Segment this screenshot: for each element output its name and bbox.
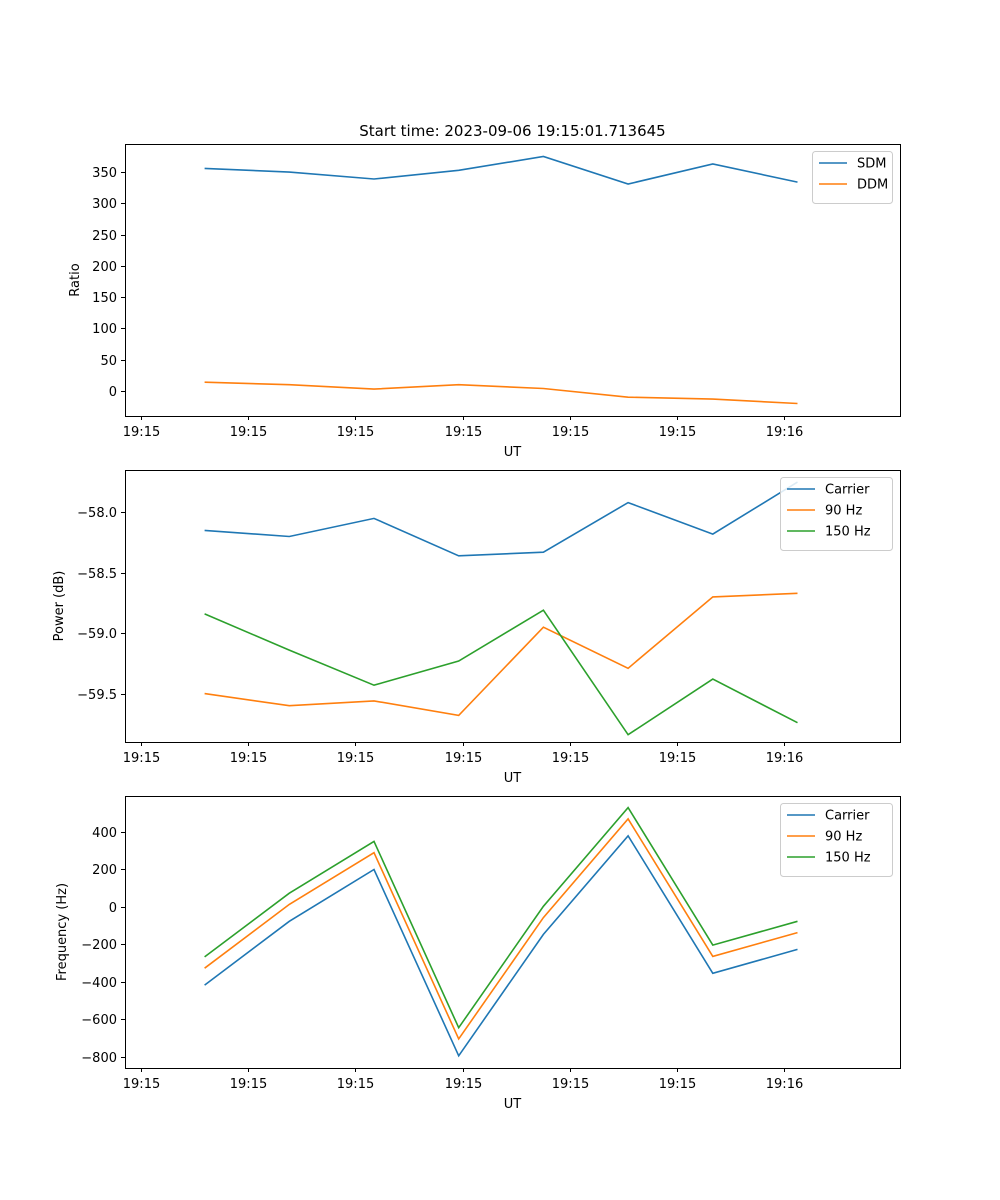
legend-box [812, 151, 893, 204]
x-axis-label: UT [504, 771, 522, 786]
y-tick-label: 150 [92, 291, 117, 306]
series-line-150-hz [204, 609, 798, 736]
power-chart: 19:15 19:15 19:15 19:15 19:15 19:15 19:16 −59.… [52, 470, 901, 786]
x-tick-label: 19:15 [123, 1077, 160, 1092]
y-tick-label: −58.5 [77, 567, 117, 582]
y-tick-label: −59.0 [77, 627, 117, 642]
series-line-carrier [204, 834, 798, 1058]
y-tick-label: 100 [92, 322, 117, 337]
x-tick-label: 19:15 [337, 425, 374, 440]
y-tick-label: 350 [92, 166, 117, 181]
y-axis: −800 −600 −400 −200 0 200 400 [81, 826, 125, 1066]
plot-frame [125, 796, 901, 1069]
x-tick-label: 19:15 [123, 751, 160, 766]
y-tick-label: −200 [81, 938, 117, 953]
y-tick-label: 250 [92, 229, 117, 244]
legend: Carrier 90 Hz 150 Hz [780, 477, 893, 551]
y-axis: 0 50 100 150 200 250 300 350 [92, 166, 125, 400]
x-tick-label: 19:15 [230, 425, 267, 440]
x-tick-label: 19:15 [552, 425, 589, 440]
x-tick-label: 19:15 [552, 1077, 589, 1092]
x-tick-label: 19:15 [552, 751, 589, 766]
plot-frame [125, 470, 901, 743]
x-axis: 19:15 19:15 19:15 19:15 19:15 19:15 19:16 [123, 1068, 803, 1092]
series-line-sdm [204, 155, 798, 185]
x-tick-label: 19:15 [337, 751, 374, 766]
x-tick-label: 19:15 [659, 751, 696, 766]
x-axis-label: UT [504, 1097, 522, 1112]
x-tick-label: 19:15 [230, 751, 267, 766]
y-axis-label: Power (dB) [52, 571, 67, 642]
x-tick-label: 19:15 [445, 425, 482, 440]
y-axis: −59.5 −59.0 −58.5 −58.0 [77, 506, 125, 703]
series-lines [204, 481, 798, 736]
ratio-chart: Start time: 2023-09-06 19:15:01.713645 1… [68, 122, 901, 460]
y-tick-label: −400 [81, 976, 117, 991]
y-tick-label: −800 [81, 1051, 117, 1066]
legend-box [780, 477, 893, 551]
legend-label-150-hz: 150 Hz [825, 525, 871, 540]
x-tick-label: 19:15 [659, 425, 696, 440]
x-tick-label: 19:15 [230, 1077, 267, 1092]
x-tick-label: 19:16 [766, 1077, 803, 1092]
x-axis-label: UT [504, 445, 522, 460]
x-tick-label: 19:15 [337, 1077, 374, 1092]
series-line-90-hz [204, 817, 798, 1041]
x-tick-label: 19:15 [445, 751, 482, 766]
legend-label-carrier: Carrier [825, 483, 870, 498]
y-tick-label: 400 [92, 826, 117, 841]
series-line-90-hz [204, 592, 798, 717]
legend-label-carrier: Carrier [825, 809, 870, 824]
x-tick-label: 19:15 [123, 425, 160, 440]
x-axis: 19:15 19:15 19:15 19:15 19:15 19:15 19:16 [123, 742, 803, 766]
x-tick-label: 19:16 [766, 425, 803, 440]
x-axis: 19:15 19:15 19:15 19:15 19:15 19:15 19:16 [123, 416, 803, 440]
legend-box [780, 803, 893, 877]
x-tick-label: 19:15 [445, 1077, 482, 1092]
legend-label-150-hz: 150 Hz [825, 851, 871, 866]
legend: Carrier 90 Hz 150 Hz [780, 803, 893, 877]
y-axis-label: Ratio [68, 263, 83, 296]
y-tick-label: −600 [81, 1013, 117, 1028]
y-tick-label: 50 [100, 354, 117, 369]
series-line-carrier [204, 481, 798, 557]
y-tick-label: 0 [109, 901, 117, 916]
legend-label-90-hz: 90 Hz [825, 504, 862, 519]
y-tick-label: −58.0 [77, 506, 117, 521]
x-tick-label: 19:15 [659, 1077, 696, 1092]
series-line-ddm [204, 381, 798, 405]
x-tick-label: 19:16 [766, 751, 803, 766]
y-tick-label: 0 [109, 385, 117, 400]
legend: SDM DDM [812, 151, 893, 204]
y-tick-label: 300 [92, 197, 117, 212]
y-tick-label: 200 [92, 863, 117, 878]
series-lines [204, 806, 798, 1058]
legend-label-ddm: DDM [857, 178, 888, 193]
chart-title: Start time: 2023-09-06 19:15:01.713645 [359, 122, 665, 140]
y-axis-label: Frequency (Hz) [55, 883, 70, 981]
frequency-chart: 19:15 19:15 19:15 19:15 19:15 19:15 19:16 −800… [55, 796, 901, 1112]
series-line-150-hz [204, 806, 798, 1030]
legend-label-90-hz: 90 Hz [825, 830, 862, 845]
y-tick-label: −59.5 [77, 688, 117, 703]
series-lines [204, 155, 798, 405]
y-tick-label: 200 [92, 260, 117, 275]
legend-label-sdm: SDM [857, 157, 886, 172]
plot-frame [125, 144, 901, 417]
